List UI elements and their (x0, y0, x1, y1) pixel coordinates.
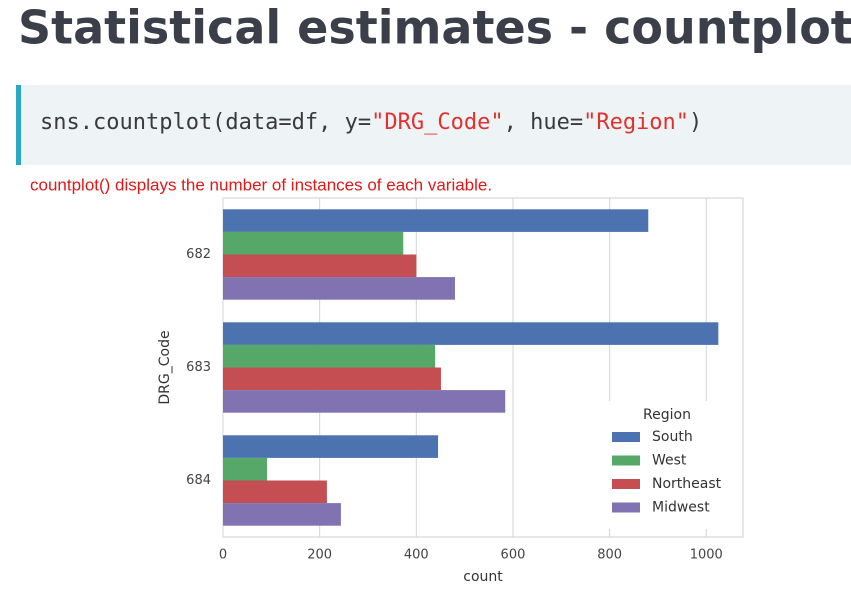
bar (223, 254, 417, 278)
x-tick-label: 800 (597, 548, 622, 563)
code-box-border (16, 85, 21, 165)
legend-label: Northeast (652, 476, 722, 492)
legend-swatch (612, 502, 640, 513)
bar (223, 231, 404, 255)
x-tick-label: 1000 (690, 548, 723, 563)
legend-label: West (652, 453, 687, 469)
bar (223, 457, 267, 481)
legend-title: Region (643, 407, 691, 423)
legend-swatch (612, 432, 640, 442)
caption: countplot() displays the number of insta… (30, 175, 492, 194)
x-tick-label: 400 (404, 548, 429, 563)
bar (223, 435, 439, 458)
code-line: sns.countplot(data=df, y="DRG_Code", hue… (40, 110, 702, 135)
y-tick-label: 684 (186, 473, 211, 488)
bar (223, 209, 649, 232)
chart: 0 200 400 600 800 1000 682 683 684 count DRG_Code R… (157, 197, 744, 585)
bar (223, 367, 441, 391)
y-tick-label: 682 (186, 247, 211, 262)
bar (223, 277, 455, 300)
code-part: ) (689, 110, 702, 135)
y-tick-label: 683 (186, 360, 211, 375)
x-tick-label: 200 (307, 548, 332, 563)
bar (223, 344, 436, 368)
bar (223, 322, 719, 345)
x-axis-label: count (463, 569, 503, 585)
bar (223, 390, 506, 413)
code-part: , hue= (504, 110, 583, 135)
y-axis-label: DRG_Code (157, 330, 173, 404)
slide-title: Statistical estimates - countplot (18, 1, 851, 55)
x-tick-label: 600 (501, 548, 526, 563)
bar (223, 503, 341, 526)
code-string: "Region" (583, 110, 689, 135)
code-string: "DRG_Code" (371, 110, 503, 135)
code-part: sns.countplot(data=df, y= (40, 110, 371, 135)
legend-swatch (612, 455, 640, 466)
x-tick-label: 0 (219, 548, 227, 563)
legend-label: Midwest (652, 500, 710, 516)
legend-swatch (612, 479, 640, 489)
legend-label: South (652, 429, 693, 445)
bar (223, 480, 327, 504)
code-box (16, 85, 851, 165)
